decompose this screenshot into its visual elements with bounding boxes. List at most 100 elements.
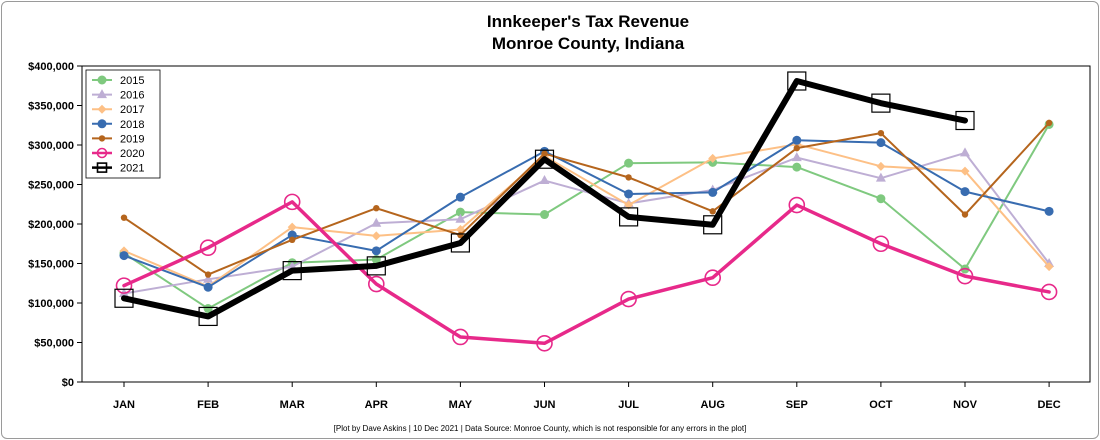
- data-point-2018-jan: [119, 251, 129, 261]
- data-point-2015-may: [455, 207, 465, 217]
- data-point-2017-oct: [876, 161, 886, 171]
- series-2021: [114, 71, 975, 327]
- y-tick-label: $350,000: [28, 101, 74, 113]
- data-point-2021-sep: [787, 71, 807, 91]
- legend-label: 2019: [120, 133, 144, 145]
- data-point-2018-dec: [1044, 206, 1054, 216]
- data-point-2020-may: [452, 328, 469, 346]
- data-point-2019-sep: [793, 144, 800, 152]
- data-point-2020-jul: [620, 290, 637, 308]
- data-point-2017-nov: [960, 166, 970, 176]
- y-tick-label: $250,000: [28, 180, 74, 192]
- series-2019: [120, 119, 1053, 278]
- series-line-2017: [123, 143, 1051, 288]
- chart-caption: [Plot by Dave Askins | 10 Dec 2021 | Dat…: [334, 424, 747, 433]
- data-point-2018-sep: [792, 135, 802, 145]
- x-tick-label: FEB: [197, 399, 219, 411]
- series-2015: [119, 119, 1054, 314]
- data-point-2015-feb: [203, 304, 213, 314]
- data-point-2019-nov: [961, 211, 969, 218]
- x-tick-label: NOV: [953, 399, 978, 411]
- data-point-2016-nov: [960, 147, 970, 157]
- series-line-2019: [123, 121, 1051, 276]
- legend-label: 2018: [120, 119, 144, 131]
- data-point-2020-aug: [704, 269, 722, 287]
- x-tick-label: MAR: [280, 399, 305, 411]
- legend: 2015 2016 2017 2018 2019 2020 2021: [85, 69, 161, 179]
- data-point-2019-aug: [709, 208, 716, 215]
- series-2018: [119, 135, 1054, 292]
- data-point-2021-oct: [871, 93, 891, 113]
- data-point-2019-jun: [541, 150, 548, 157]
- data-point-2021-mar: [282, 261, 302, 281]
- data-point-2021-jun: [534, 149, 555, 169]
- data-point-2019-dec: [1045, 119, 1053, 127]
- data-point-2016-jun: [539, 175, 550, 185]
- data-point-2021-apr: [366, 256, 386, 276]
- y-tick-label: $50,000: [34, 338, 74, 350]
- x-tick-label: AUG: [700, 399, 724, 411]
- x-tick-label: SEP: [786, 399, 808, 411]
- data-point-2020-dec: [1040, 283, 1058, 301]
- x-tick-label: APR: [365, 399, 388, 411]
- y-tick-label: $400,000: [28, 61, 74, 73]
- series-2020: [115, 193, 1058, 352]
- y-axis: $0 $50,000 $100,000 $150,000 $200,000 $250,00…: [28, 61, 82, 389]
- data-point-2018-mar: [287, 230, 297, 240]
- x-tick-label: MAY: [449, 399, 473, 411]
- data-point-2021-jul: [618, 207, 639, 227]
- chart-title: Innkeeper's Tax Revenue: [487, 12, 689, 31]
- data-point-2019-mar: [289, 236, 296, 243]
- data-point-2021-aug: [703, 215, 723, 235]
- chart-subtitle: Monroe County, Indiana: [492, 34, 685, 53]
- data-point-2018-nov: [960, 187, 970, 197]
- data-point-2017-dec: [1044, 262, 1054, 272]
- data-point-2018-jul: [624, 189, 634, 199]
- data-point-2020-nov: [956, 267, 974, 285]
- data-point-2018-may: [455, 192, 465, 202]
- data-point-2020-mar: [283, 193, 301, 211]
- series-2016: [119, 147, 1055, 298]
- legend-marker: [97, 89, 107, 99]
- data-point-2021-may: [450, 233, 470, 253]
- data-point-2019-feb: [204, 271, 212, 278]
- x-tick-label: JUL: [618, 399, 639, 411]
- data-point-2016-sep: [791, 152, 802, 162]
- data-point-2016-may: [455, 213, 466, 223]
- legend-item-2019: 2019: [92, 133, 144, 145]
- data-point-2019-oct: [877, 129, 885, 137]
- data-point-2017-mar: [287, 222, 297, 232]
- legend-label: 2017: [120, 104, 144, 116]
- x-tick-label: JUN: [533, 399, 555, 411]
- data-point-2021-jan: [114, 288, 134, 308]
- data-point-2015-oct: [876, 194, 886, 204]
- data-point-2017-apr: [371, 231, 381, 241]
- legend-label: 2015: [120, 75, 144, 87]
- data-point-2016-feb: [203, 273, 214, 283]
- legend-item-2015: 2015: [92, 75, 144, 87]
- data-point-2021-feb: [198, 306, 218, 327]
- series-layer: [114, 71, 1058, 352]
- legend-item-2020: 2020: [92, 147, 144, 160]
- data-point-2017-jul: [624, 200, 634, 210]
- series-line-2021: [121, 78, 968, 320]
- x-axis: JAN FEB MAR APR MAY JUN JUL AUG SEP OCT NOV DEC: [113, 382, 1061, 411]
- legend-marker: [97, 119, 107, 129]
- data-point-2020-feb: [199, 239, 217, 256]
- data-point-2015-jun: [540, 210, 549, 220]
- x-tick-label: OCT: [869, 399, 893, 411]
- data-point-2020-apr: [367, 275, 385, 293]
- legend-item-2016: 2016: [92, 89, 144, 102]
- legend-label: 2021: [120, 163, 144, 175]
- data-point-2021-nov: [955, 110, 975, 131]
- data-point-2019-jul: [625, 174, 632, 181]
- y-tick-label: $100,000: [28, 298, 74, 310]
- legend-item-2021: 2021: [92, 162, 144, 175]
- legend-item-2018: 2018: [92, 119, 144, 131]
- series-line-2020: [122, 200, 1051, 346]
- data-point-2017-aug: [708, 153, 718, 163]
- data-point-2020-sep: [788, 196, 806, 214]
- legend-label: 2016: [120, 90, 144, 102]
